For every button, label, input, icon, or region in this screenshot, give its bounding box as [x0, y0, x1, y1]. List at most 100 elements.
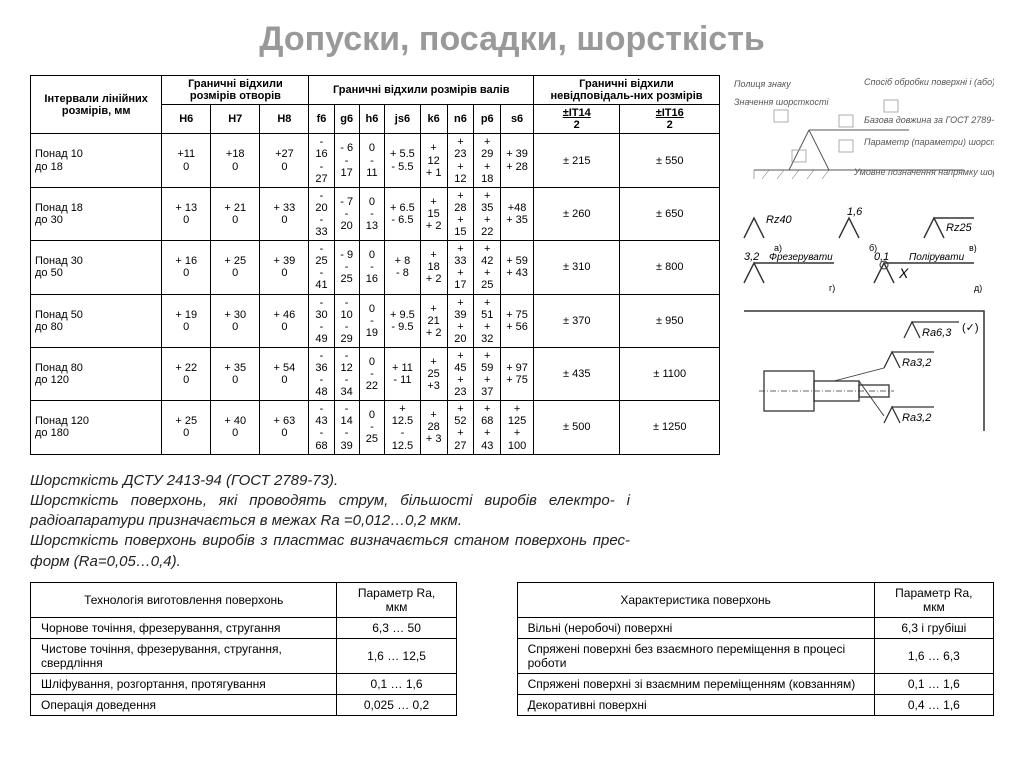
- cell-value: - 16- 27: [309, 134, 334, 187]
- svg-text:д): д): [974, 283, 982, 293]
- table-row: Понад 30до 50+ 160+ 250+ 390- 25- 41- 9-…: [31, 241, 720, 294]
- cell-value: + 39+ 20: [447, 294, 474, 347]
- table-row: Понад 18до 30+ 130+ 210+ 330- 20- 33- 7-…: [31, 187, 720, 240]
- cell-value: + 250: [162, 401, 211, 454]
- th-fit-k6: k6: [420, 105, 447, 134]
- table-row: Вільні (неробочі) поверхні6,3 і грубіші: [517, 617, 993, 638]
- cell-value: + 8- 8: [385, 241, 421, 294]
- th-fit-H7: H7: [211, 105, 260, 134]
- th-fit-g6: g6: [334, 105, 359, 134]
- cell-value: + 21+ 2: [420, 294, 447, 347]
- cell-value: + 97+ 75: [501, 347, 534, 400]
- th-holes: Граничні відхили розмірів отворів: [162, 76, 309, 105]
- cell-value: + 6.5- 6.5: [385, 187, 421, 240]
- svg-text:(✓): (✓): [962, 322, 979, 334]
- cell-value: - 12- 34: [334, 347, 359, 400]
- cell-value: + 190: [162, 294, 211, 347]
- table-row: Понад 10до 18+110+180+270- 16- 27- 6- 17…: [31, 134, 720, 187]
- tech-h2: Параметр Ra, мкм: [337, 582, 456, 617]
- cell-value: ± 1250: [620, 401, 720, 454]
- cell-value: + 12+ 1: [420, 134, 447, 187]
- svg-text:Rz25: Rz25: [946, 222, 973, 234]
- cell-value: + 125+ 100: [501, 401, 534, 454]
- cell-value: ± 650: [620, 187, 720, 240]
- cell-value: ± 260: [533, 187, 620, 240]
- cell-value: + 75+ 56: [501, 294, 534, 347]
- cell-param: 6,3 і грубіші: [874, 617, 993, 638]
- cell-value: +270: [260, 134, 309, 187]
- cell-param: 0,4 … 1,6: [874, 694, 993, 715]
- characteristics-table: Характеристика поверхонь Параметр Ra, мк…: [517, 582, 994, 716]
- cell-value: + 130: [162, 187, 211, 240]
- table-row: Понад 50до 80+ 190+ 300+ 460- 30- 49- 10…: [31, 294, 720, 347]
- table-row: Понад 80до 120+ 220+ 350+ 540- 36- 48- 1…: [31, 347, 720, 400]
- table-row: Декоративні поверхні0,4 … 1,6: [517, 694, 993, 715]
- cell-value: + 59+ 43: [501, 241, 534, 294]
- cell-param: 0,1 … 1,6: [874, 673, 993, 694]
- svg-text:1,6: 1,6: [847, 206, 863, 218]
- cell-value: - 7- 20: [334, 187, 359, 240]
- cell-interval: Понад 10до 18: [31, 134, 162, 187]
- cell-value: + 160: [162, 241, 211, 294]
- th-interval: Інтервали лінійних розмірів, мм: [31, 76, 162, 134]
- cell-interval: Понад 80до 120: [31, 347, 162, 400]
- svg-text:Ra3,2: Ra3,2: [902, 412, 931, 424]
- desc-line3: Шорсткість поверхонь виробів з пластмас …: [30, 532, 630, 569]
- cell-interval: Понад 18до 30: [31, 187, 162, 240]
- roughness-symbol-diagram: Полиця знаку Значення шорсткості Спосіб …: [734, 75, 994, 195]
- diag-label6: Умовне позначення напрямку шорсткості: [853, 167, 994, 177]
- cell-value: - 10- 29: [334, 294, 359, 347]
- part-drawing: Ra6,3 (✓) Ra3,2 Ra3,2: [734, 301, 994, 441]
- cell-value: +110: [162, 134, 211, 187]
- cell-value: +48+ 35: [501, 187, 534, 240]
- cell-value: ± 1100: [620, 347, 720, 400]
- svg-text:Rz40: Rz40: [766, 214, 793, 226]
- th-fit-H6: H6: [162, 105, 211, 134]
- table-row: Спряжені поверхні без взаємного переміще…: [517, 638, 993, 673]
- cell-value: + 25+3: [420, 347, 447, 400]
- svg-text:Фрезерувати: Фрезерувати: [769, 252, 833, 263]
- cell-value: + 630: [260, 401, 309, 454]
- cell-value: ± 370: [533, 294, 620, 347]
- cell-value: + 15+ 2: [420, 187, 447, 240]
- th-it14: ±IT142: [533, 105, 620, 134]
- tech-h1: Технологія виготовлення поверхонь: [31, 582, 337, 617]
- cell-value: 0- 13: [359, 187, 384, 240]
- th-fit-H8: H8: [260, 105, 309, 134]
- cell-value: ± 800: [620, 241, 720, 294]
- table-row: Шліфування, розгортання, протягування0,1…: [31, 673, 457, 694]
- cell-value: + 210: [211, 187, 260, 240]
- cell-char: Декоративні поверхні: [517, 694, 874, 715]
- diagram-column: Полиця знаку Значення шорсткості Спосіб …: [734, 75, 994, 455]
- cell-param: 0,025 … 0,2: [337, 694, 456, 715]
- cell-param: 0,1 … 1,6: [337, 673, 456, 694]
- cell-value: + 28+ 15: [447, 187, 474, 240]
- desc-line2: Шорсткість поверхонь, які проводять стру…: [30, 492, 630, 529]
- th-fit-js6: js6: [385, 105, 421, 134]
- cell-value: + 460: [260, 294, 309, 347]
- desc-line1: Шорсткість ДСТУ 2413-94 (ГОСТ 2789-73).: [30, 472, 338, 489]
- table-row: Операція доведення0,025 … 0,2: [31, 694, 457, 715]
- cell-value: + 68+ 43: [474, 401, 501, 454]
- description-text: Шорсткість ДСТУ 2413-94 (ГОСТ 2789-73). …: [30, 471, 630, 572]
- cell-interval: Понад 50до 80: [31, 294, 162, 347]
- cell-value: + 12.5- 12.5: [385, 401, 421, 454]
- cell-value: ± 435: [533, 347, 620, 400]
- cell-value: - 6- 17: [334, 134, 359, 187]
- cell-tech: Чистове точіння, фрезерування, стругання…: [31, 638, 337, 673]
- th-fit-n6: n6: [447, 105, 474, 134]
- char-h1: Характеристика поверхонь: [517, 582, 874, 617]
- diag-label5: Параметр (параметри) шорсткості за ГОСТ …: [864, 137, 994, 147]
- diag-label1: Полиця знаку: [734, 79, 791, 89]
- cell-interval: Понад 30до 50: [31, 241, 162, 294]
- cell-value: +180: [211, 134, 260, 187]
- cell-value: - 14- 39: [334, 401, 359, 454]
- th-fit-s6: s6: [501, 105, 534, 134]
- table-row: Понад 120до 180+ 250+ 400+ 630- 43- 68- …: [31, 401, 720, 454]
- table-row: Спряжені поверхні зі взаємним переміщенн…: [517, 673, 993, 694]
- char-h2: Параметр Ra, мкм: [874, 582, 993, 617]
- cell-value: ± 215: [533, 134, 620, 187]
- cell-value: + 42+ 25: [474, 241, 501, 294]
- cell-value: ± 550: [620, 134, 720, 187]
- tolerance-table: Інтервали лінійних розмірів, мм Граничні…: [30, 75, 720, 455]
